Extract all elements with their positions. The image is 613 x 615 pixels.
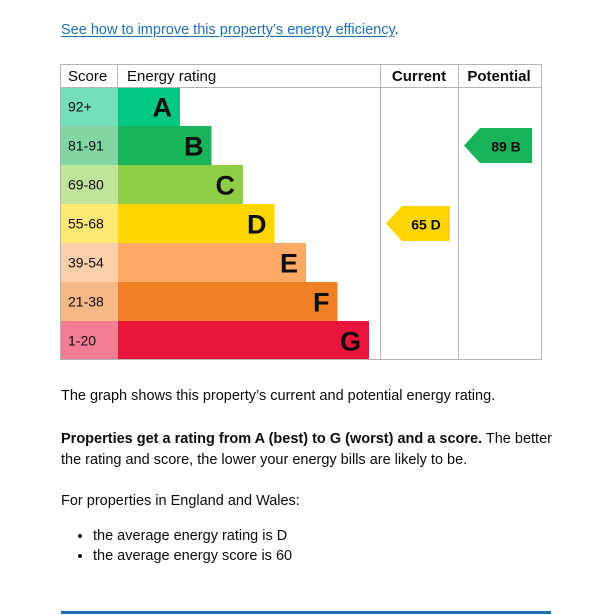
current-rating-arrow	[386, 206, 450, 241]
section-divider	[61, 611, 551, 614]
score-label-d: 55-68	[68, 216, 104, 232]
rating-explanation-bold: Properties get a rating from A (best) to…	[61, 431, 483, 447]
score-cell-g	[61, 321, 118, 360]
average-score-item: the average energy score is 60	[93, 546, 292, 566]
band-letter-b: B	[184, 132, 204, 162]
score-label-a: 92+	[68, 99, 92, 115]
score-header: Score	[68, 68, 107, 85]
rating-explanation: Properties get a rating from A (best) to…	[61, 429, 561, 471]
average-list: the average energy rating is D the avera…	[61, 526, 292, 566]
score-cell-d	[61, 204, 118, 243]
band-bar-f	[118, 282, 338, 321]
band-letter-f: F	[313, 288, 330, 318]
energy-rating-chart: 92+ A 81-91 B 69-80 C 55-68 D 39-54 E 21-38 F 1-20 G S…	[60, 64, 542, 360]
score-cell-f	[61, 282, 118, 321]
band-bar-d	[118, 204, 275, 243]
band-letter-a: A	[153, 93, 173, 123]
score-cell-e	[61, 243, 118, 282]
score-cell-b	[61, 126, 118, 165]
score-label-c: 69-80	[68, 177, 104, 193]
band-bar-b	[118, 126, 212, 165]
graph-description: The graph shows this property’s current …	[61, 388, 496, 404]
link-suffix: .	[394, 22, 399, 38]
current-rating-label: 65 D	[411, 217, 441, 233]
potential-rating-label: 89 B	[491, 139, 521, 155]
band-letter-d: D	[247, 210, 267, 240]
potential-header: Potential	[467, 68, 530, 85]
band-letter-e: E	[280, 249, 298, 279]
improve-efficiency-line: See how to improve this property’s energ…	[61, 22, 399, 38]
chart-frame	[60, 64, 542, 360]
potential-rating-arrow	[464, 128, 532, 163]
improve-efficiency-link[interactable]: See how to improve this property’s energ…	[61, 22, 395, 38]
band-letter-c: C	[216, 171, 236, 201]
rating-explanation-rest: The better the rating and score, the low…	[61, 431, 552, 468]
score-cell-c	[61, 165, 118, 204]
band-bar-a	[118, 87, 180, 126]
average-rating-item: the average energy rating is D	[93, 526, 292, 546]
region-intro: For properties in England and Wales:	[61, 493, 300, 509]
score-label-g: 1-20	[68, 333, 96, 349]
energy-rating-header: Energy rating	[127, 68, 216, 85]
score-label-e: 39-54	[68, 255, 104, 271]
current-header: Current	[392, 68, 446, 85]
score-label-f: 21-38	[68, 294, 104, 310]
band-letter-g: G	[340, 327, 361, 357]
band-bar-e	[118, 243, 306, 282]
score-label-b: 81-91	[68, 138, 104, 154]
band-bar-c	[118, 165, 243, 204]
band-bar-g	[118, 321, 369, 360]
score-cell-a	[61, 87, 118, 126]
